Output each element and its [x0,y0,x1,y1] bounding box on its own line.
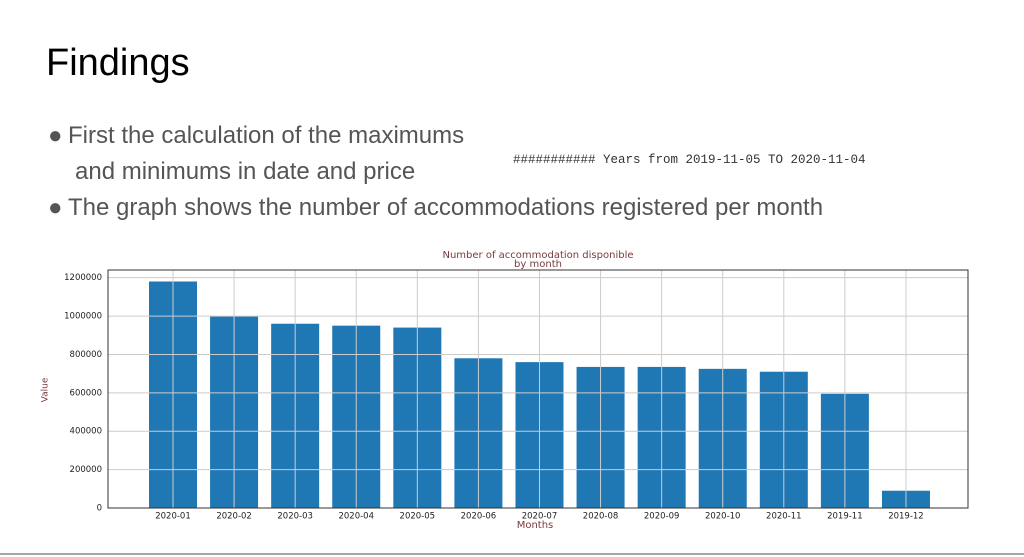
bullet-mark: ● [48,122,63,149]
x-axis-label: Months [517,520,554,531]
x-tick-label: 2020-11 [766,512,802,522]
note: ########### Years from 2019-11-05 TO 202… [513,153,866,167]
y-tick-label: 600000 [70,388,102,398]
x-tick-label: 2019-11 [827,512,863,522]
plot-frame [107,269,969,509]
y-tick-label: 200000 [70,465,102,475]
bullet-text: and minimums in date and price [75,158,416,185]
chart-title: by month [514,259,562,270]
bullet-mark: ● [48,194,63,221]
x-tick-label: 2020-08 [583,512,619,522]
x-tick-label: 2020-05 [400,512,436,522]
y-tick-label: 1000000 [64,312,102,322]
x-tick-label: 2020-04 [338,512,374,522]
x-tick-label: 2020-02 [216,512,252,522]
x-tick-label: 2020-06 [461,512,497,522]
y-tick-label: 0 [97,504,102,514]
y-tick-label: 1200000 [64,273,102,283]
x-tick-label: 2020-09 [644,512,680,522]
x-tick-label: 2020-10 [705,512,741,522]
bullet-text: First the calculation of the maximums [68,122,465,149]
y-tick-label: 800000 [70,350,102,360]
y-tick-label: 400000 [70,427,102,437]
slide-title: Findings [46,42,190,84]
x-tick-label: 2020-03 [277,512,313,522]
x-tick-label: 2020-07 [522,512,558,522]
y-axis-label: Value [41,377,51,402]
x-tick-label: 2019-12 [888,512,924,522]
x-tick-label: 2020-01 [155,512,191,522]
chart-title: Number of accommodation disponible [442,250,633,261]
bullet-text: The graph shows the number of accommodat… [68,194,824,221]
